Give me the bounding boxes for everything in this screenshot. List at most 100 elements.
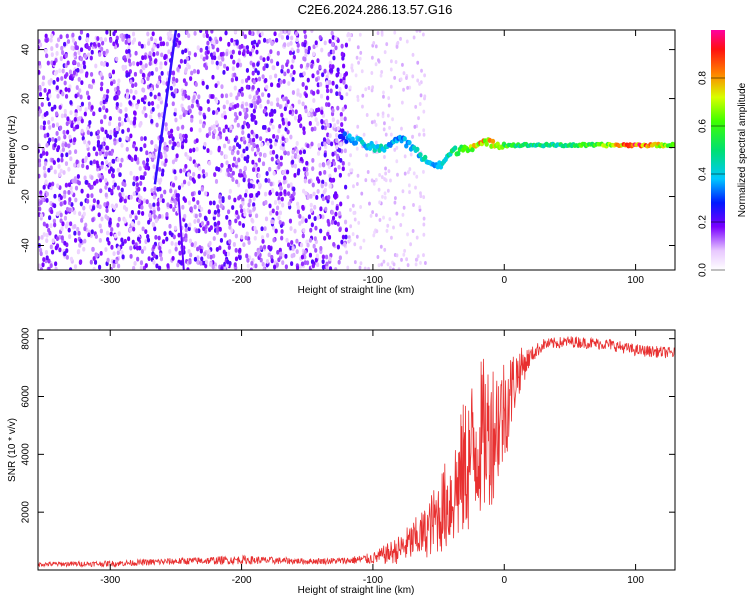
heatmap-cell-642	[49, 223, 53, 229]
heatmap-cell-1562	[324, 181, 328, 187]
heatmap-cell-483	[286, 99, 290, 105]
heatmap-cell-2620	[367, 266, 370, 270]
heatmap-cell-1831	[193, 256, 198, 262]
heatmap-cell-2593	[159, 193, 164, 199]
heatmap-cell-622	[139, 146, 143, 152]
heatmap-cell-1776	[251, 167, 256, 173]
heatmap-cell-1192	[250, 146, 255, 152]
heatmap-cell-2542	[311, 73, 315, 79]
heatmap-cell-1139	[216, 135, 220, 141]
heatmap-cell-2086	[68, 234, 72, 239]
heatmap-cell-1045	[136, 236, 141, 242]
heatmap-cell-1479	[327, 195, 331, 200]
heatmap-cell-1577	[344, 234, 348, 240]
heatmap-cell-799	[255, 133, 259, 139]
heatmap-cell-2727	[414, 104, 418, 109]
heatmap-cell-1967	[85, 37, 90, 43]
heatmap-cell-2122	[114, 39, 119, 44]
heatmap-cell-1861	[279, 185, 283, 191]
heatmap-cell-2223	[152, 209, 156, 215]
heatmap-cell-623	[270, 82, 274, 88]
heatmap-cell-2222	[307, 214, 312, 220]
heatmap-cell-2588	[188, 222, 192, 228]
heatmap-cell-405	[269, 150, 273, 156]
heatmap-cell-2141	[210, 94, 214, 99]
heatmap-cell-1895	[55, 122, 60, 128]
heatmap-cell-2245	[105, 145, 109, 151]
heatmap-cell-2539	[268, 203, 272, 209]
heatmap-cell-979	[84, 107, 88, 113]
heatmap-cell-1137	[69, 100, 73, 105]
heatmap-cell-2334	[41, 75, 46, 81]
heatmap-cell-2273	[98, 204, 102, 210]
heatmap-cell-2070	[148, 71, 152, 77]
heatmap-cell-2677	[422, 222, 426, 227]
heatmap-cell-1078	[328, 173, 332, 179]
heatmap-cell-1763	[58, 247, 62, 253]
heatmap-cell-1341	[132, 226, 136, 232]
heatmap-cell-1595	[277, 199, 282, 205]
heatmap-cell-1618	[208, 36, 212, 42]
heatmap-cell-497	[38, 84, 42, 90]
heatmap-cell-2552	[143, 143, 147, 149]
heatmap-cell-2308	[308, 121, 312, 126]
heatmap-cell-1447	[302, 71, 306, 77]
heatmap-cell-1916	[70, 45, 74, 51]
colorbar-axes: 0.00.20.40.60.8	[698, 71, 725, 277]
x-tick-label: 0	[501, 275, 507, 286]
heatmap-cell-1147	[261, 261, 265, 267]
heatmap-cell-2523	[280, 112, 284, 118]
heatmap-cell-1829	[220, 266, 224, 270]
heatmap-cell-115	[339, 78, 343, 84]
heatmap-cell-546	[290, 240, 294, 245]
heatmap-cell-2494	[339, 142, 343, 147]
heatmap-cell-2039	[309, 193, 313, 199]
heatmap-cell-841	[286, 150, 290, 156]
heatmap-cell-2762	[377, 263, 381, 268]
heatmap-cell-681	[132, 37, 137, 43]
heatmap-cell-2307	[333, 167, 337, 173]
heatmap-cell-2681	[374, 140, 378, 145]
heatmap-cell-1055	[219, 237, 224, 243]
heatmap-cell-2649	[424, 261, 427, 266]
heatmap-cell-2464	[271, 219, 275, 225]
heatmap-cell-1300	[250, 217, 254, 223]
heatmap-cell-644	[75, 85, 79, 90]
heatmap-cell-904	[328, 60, 332, 66]
heatmap-cell-1530	[113, 233, 118, 239]
heatmap-cell-2020	[266, 232, 270, 238]
heatmap-cell-2185	[65, 255, 69, 260]
heatmap-cell-1798	[70, 190, 74, 195]
heatmap-cell-2501	[173, 225, 178, 231]
heatmap-cell-375	[125, 49, 129, 55]
heatmap-cell-1652	[106, 257, 110, 263]
heatmap-cell-2189	[45, 238, 49, 244]
heatmap-cell-2237	[319, 228, 323, 234]
heatmap-ridge-2914	[422, 154, 428, 160]
heatmap-cell-2679	[395, 145, 399, 150]
heatmap-cell-1812	[339, 157, 343, 163]
heatmap-cell-791	[143, 136, 147, 141]
heatmap-cell-2243	[65, 121, 69, 127]
heatmap-cell-2595	[99, 144, 103, 150]
heatmap-cell-2820	[359, 204, 363, 209]
heatmap-cell-2382	[65, 152, 69, 158]
heatmap-cell-2551	[332, 55, 336, 61]
heatmap-cell-1902	[269, 144, 273, 150]
heatmap-cell-2627	[356, 45, 360, 50]
heatmap-cell-1467	[174, 246, 178, 252]
heatmap-cell-1321	[229, 125, 233, 131]
heatmap-cell-1815	[107, 121, 112, 127]
heatmap-cell-2036	[138, 122, 142, 128]
heatmap-cell-2486	[331, 108, 335, 114]
heatmap-cell-10	[289, 226, 293, 231]
heatmap-cell-2007	[328, 38, 332, 44]
heatmap-cell-1194	[271, 225, 276, 231]
heatmap-cell-1097	[320, 141, 325, 147]
heatmap-cell-1747	[111, 172, 115, 178]
heatmap-cell-1374	[301, 101, 305, 107]
heatmap-cell-2665	[419, 93, 423, 98]
heatmap-cell-352	[218, 36, 223, 42]
heatmap-cell-1583	[148, 212, 152, 218]
heatmap-cell-1222	[105, 108, 109, 113]
